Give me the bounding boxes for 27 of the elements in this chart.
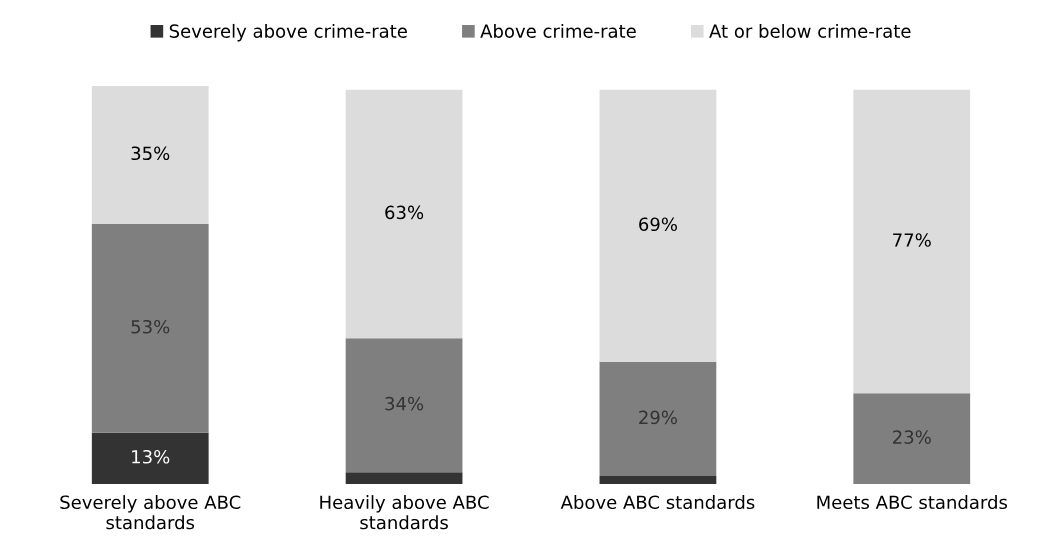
bar — [853, 393, 971, 484]
bar — [599, 361, 717, 477]
data-label: 35% — [131, 146, 170, 161]
legend-label: Above crime-rate — [480, 23, 636, 38]
bar — [599, 89, 717, 362]
x-tick-label: Meets ABC standards — [817, 495, 1008, 510]
bar — [91, 432, 209, 484]
data-label: 69% — [639, 217, 677, 232]
legend-label: Severely above crime-rate — [169, 23, 407, 42]
bar — [91, 223, 209, 433]
data-label: 23% — [893, 430, 931, 444]
x-tick-label: Severely above ABC standards — [60, 495, 241, 530]
bar — [345, 338, 463, 473]
bar — [345, 472, 463, 484]
data-label: 34% — [385, 396, 424, 411]
data-label: 63% — [385, 205, 424, 220]
data-label: 53% — [131, 319, 170, 334]
x-tick-label: Above ABC standards — [560, 495, 755, 510]
x-tick-label: Heavily above ABC standards — [320, 495, 489, 530]
bar — [599, 476, 717, 484]
legend-label: At or below crime-rate — [709, 23, 911, 38]
bar — [345, 89, 463, 339]
bar — [91, 85, 209, 224]
data-label: 29% — [639, 410, 677, 425]
bar — [853, 89, 971, 394]
data-label: 13% — [132, 449, 170, 464]
data-label: 77% — [893, 233, 931, 247]
